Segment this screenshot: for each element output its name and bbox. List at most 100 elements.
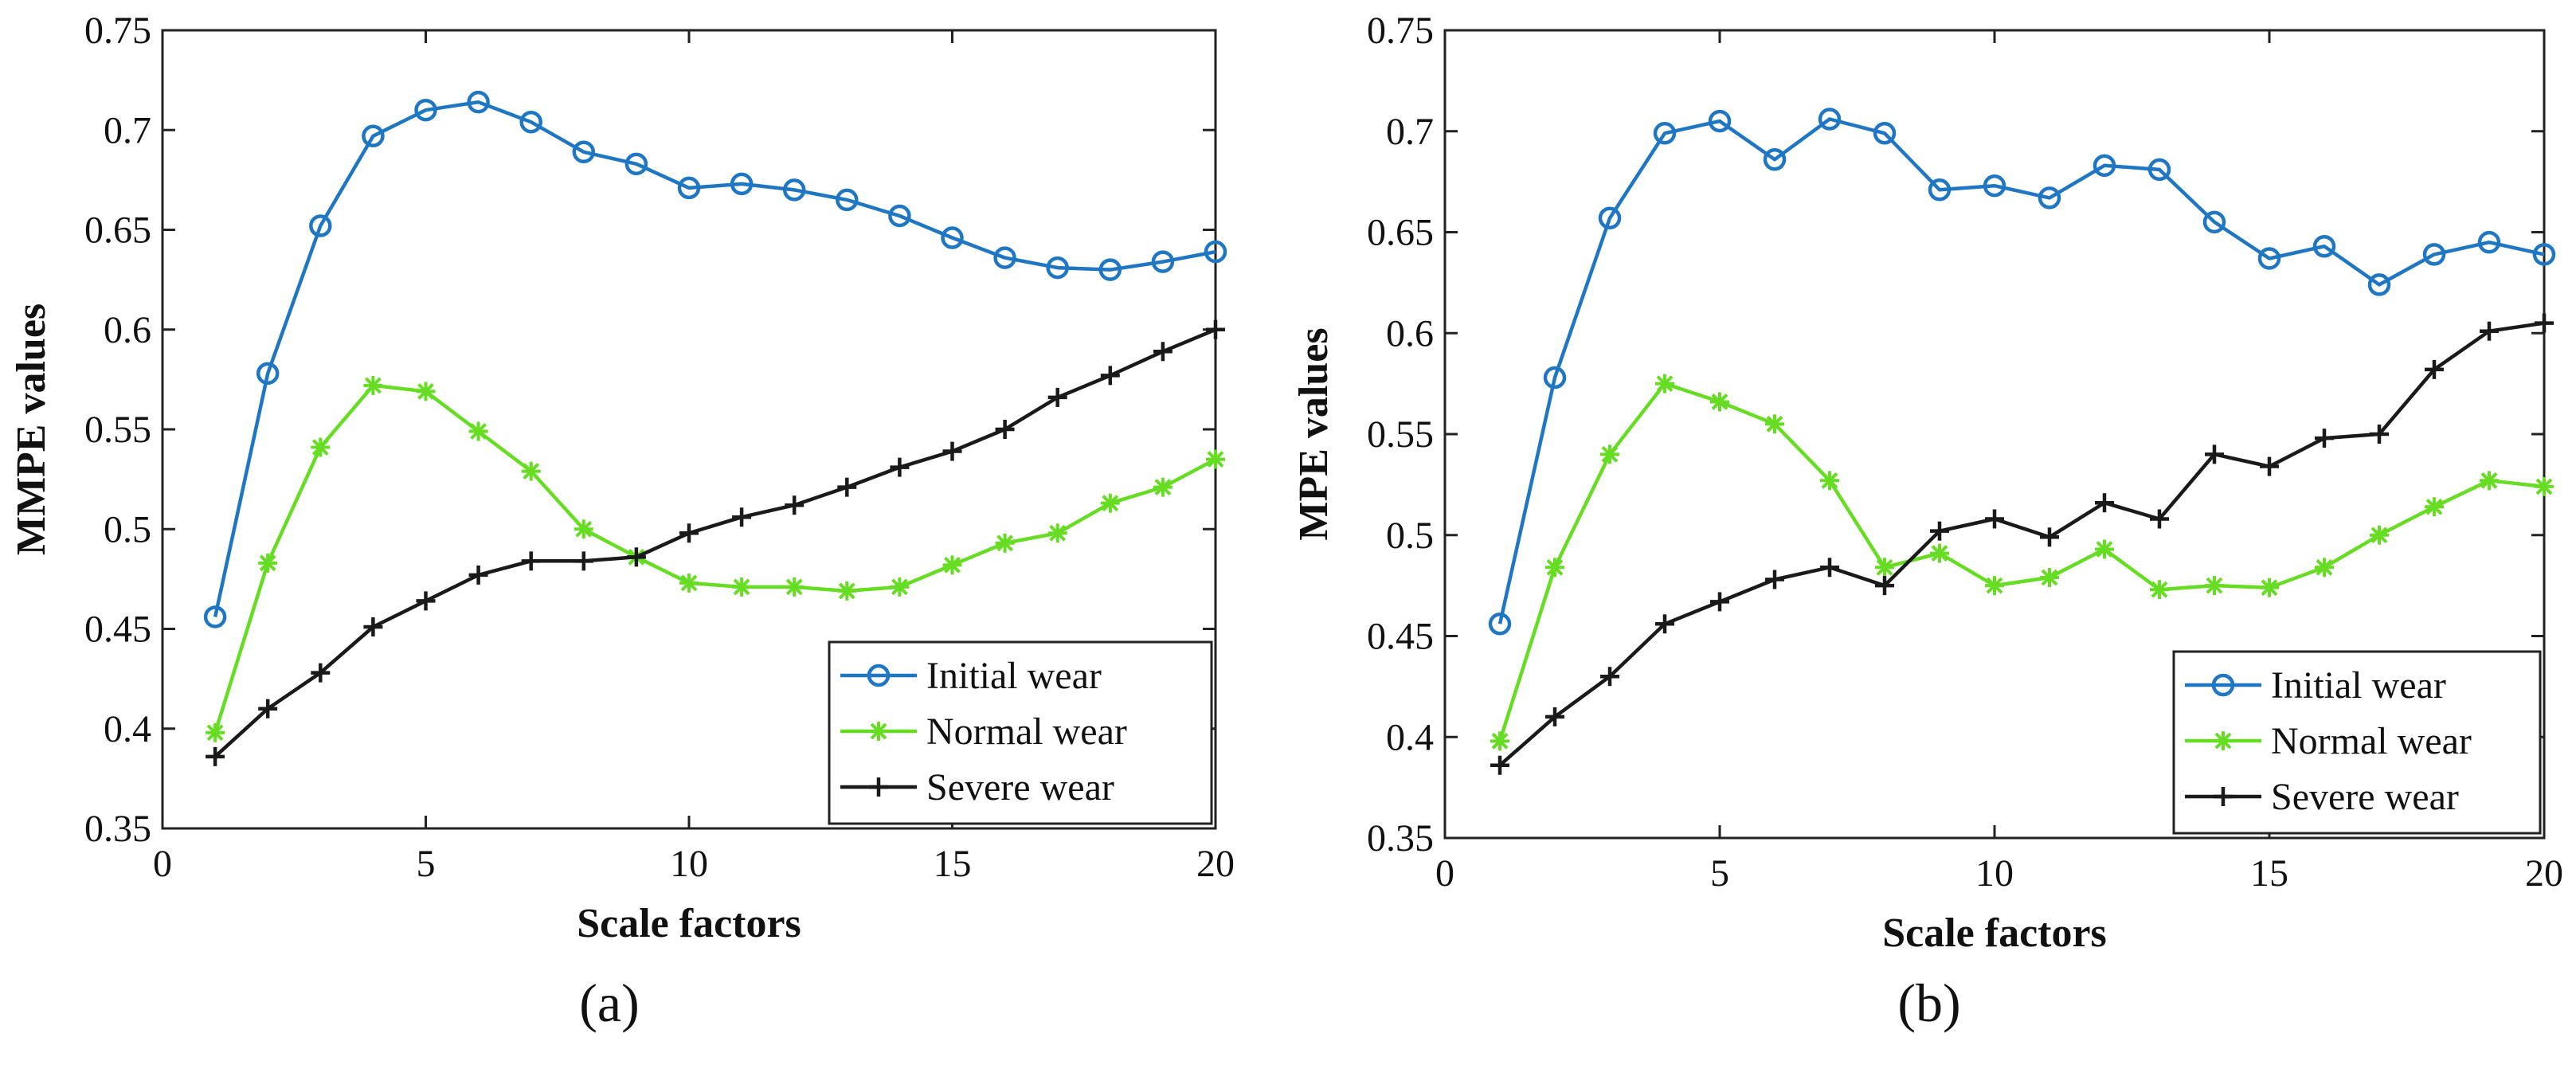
data-point-stroke	[891, 578, 908, 596]
legend-box	[828, 640, 1213, 825]
data-point	[836, 188, 859, 212]
data-point-stroke	[1876, 558, 1893, 576]
data-point	[1151, 250, 1175, 273]
legend-label: Severe wear	[2271, 776, 2459, 818]
data-point	[890, 577, 910, 597]
series-line	[1497, 117, 2545, 625]
legend-label: Normal wear	[2271, 720, 2472, 762]
legend: Initial wear Normal wear Severe wear	[828, 640, 1213, 825]
x-tick-label: 15	[934, 843, 972, 885]
data-point-stroke	[2480, 472, 2498, 489]
data-point	[519, 110, 542, 134]
legend-entry: Normal wear	[2185, 720, 2472, 762]
legend-entry: Initial wear	[840, 655, 1102, 697]
data-point	[837, 477, 857, 497]
data-point-stroke	[206, 724, 224, 742]
data-point	[1490, 755, 1509, 775]
data-point-stroke	[1154, 479, 1172, 496]
data-point	[2315, 429, 2334, 448]
data-point	[203, 605, 227, 628]
data-point	[995, 420, 1015, 439]
x-tick-label: 0	[153, 843, 172, 885]
data-point	[890, 457, 910, 477]
data-point	[2370, 425, 2389, 444]
data-point	[363, 375, 383, 395]
data-point-stroke	[2206, 577, 2223, 594]
data-point	[732, 577, 752, 597]
data-point	[521, 461, 541, 481]
x-tick-label: 0	[1435, 852, 1454, 895]
data-point	[1047, 387, 1067, 407]
series-initial-wear	[203, 90, 1227, 628]
data-point	[468, 565, 488, 585]
legend-label: Initial wear	[2271, 664, 2446, 707]
y-tick-label: 0.75	[1367, 10, 1434, 52]
data-point	[1983, 174, 2006, 198]
data-point	[2315, 558, 2334, 578]
data-point-stroke	[1931, 545, 1948, 562]
data-point-stroke	[2316, 558, 2333, 576]
data-point	[1543, 366, 1567, 390]
data-point	[782, 178, 806, 202]
data-point	[2147, 158, 2171, 182]
data-point	[2535, 313, 2554, 333]
y-tick-label: 0.7	[1386, 111, 1434, 153]
data-point-stroke	[2041, 569, 2058, 586]
y-tick-label: 0.5	[104, 508, 151, 550]
data-point	[837, 581, 857, 601]
y-axis-title: MPE values	[1291, 327, 1337, 540]
data-point	[626, 547, 646, 567]
data-point	[1820, 471, 1839, 491]
x-tick-label: 20	[1196, 843, 1235, 885]
data-point	[1818, 108, 1842, 131]
y-tick-label: 0.65	[84, 209, 151, 252]
data-point	[2040, 567, 2059, 587]
y-tick-label: 0.45	[1367, 616, 1434, 658]
data-point	[993, 246, 1016, 269]
data-point-stroke	[1102, 495, 1119, 512]
y-tick-label: 0.55	[84, 409, 151, 451]
data-point	[1600, 667, 1619, 687]
y-tick-label: 0.5	[1386, 515, 1434, 557]
legend-marker-stroke	[2214, 732, 2232, 750]
data-point	[1873, 122, 1897, 145]
data-point	[574, 551, 593, 571]
legend-label: Initial wear	[926, 655, 1102, 697]
y-tick-label: 0.35	[1367, 817, 1434, 859]
legend-entry: Severe wear	[2185, 776, 2459, 818]
x-axis-title: Scale factors	[577, 901, 801, 946]
data-point	[785, 577, 805, 597]
data-point-stroke	[1656, 375, 1674, 393]
data-point-stroke	[1207, 451, 1224, 468]
data-point	[363, 617, 383, 636]
data-point-stroke	[1821, 472, 1838, 489]
series-normal-wear	[1490, 374, 2554, 751]
data-point	[1100, 493, 1120, 513]
data-point	[258, 553, 278, 573]
y-tick-label: 0.7	[104, 109, 151, 151]
y-tick-label: 0.75	[84, 10, 151, 52]
data-point	[2370, 525, 2389, 545]
data-point	[677, 176, 701, 200]
data-point	[2205, 444, 2224, 464]
data-point	[1655, 614, 1674, 634]
legend: Initial wear Normal wear Severe wear	[2172, 650, 2542, 835]
data-point	[1765, 414, 1784, 434]
data-point	[1206, 319, 1225, 339]
data-point	[2422, 243, 2446, 266]
y-tick-label: 0.55	[1367, 413, 1434, 456]
data-point	[256, 362, 280, 386]
data-point	[941, 226, 964, 249]
x-tick-label: 10	[1975, 852, 2014, 895]
data-point	[2532, 243, 2556, 266]
series-line	[213, 100, 1216, 617]
series-line	[213, 327, 1216, 758]
chart-panel-b: 0 5 10 15 20 0.35 0.4 0.45 0.5 0.55 0.6 0.65 0.7 0.75…	[1291, 10, 2563, 1033]
data-point	[1153, 342, 1173, 362]
data-point	[2257, 247, 2281, 270]
data-point	[2367, 273, 2391, 296]
data-point	[1875, 576, 1894, 596]
data-point	[468, 421, 488, 441]
x-tick-label: 5	[1710, 852, 1729, 895]
